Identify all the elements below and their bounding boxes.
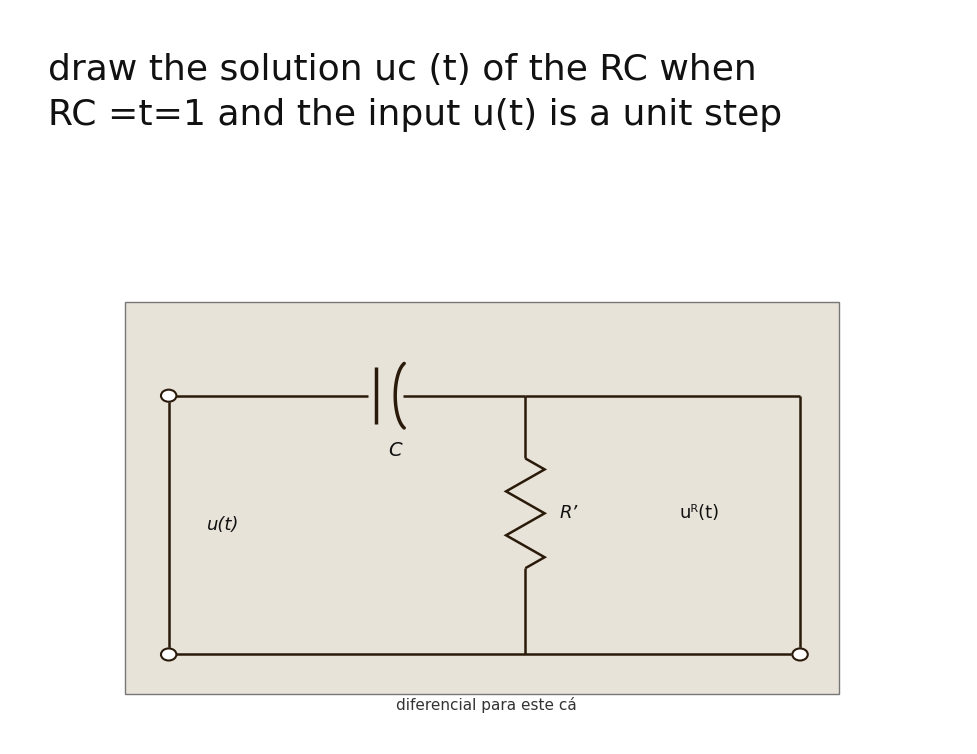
- Text: u(t): u(t): [207, 516, 239, 534]
- Text: uᴿ(t): uᴿ(t): [679, 504, 719, 523]
- Circle shape: [161, 648, 176, 661]
- Circle shape: [791, 648, 807, 661]
- Text: diferencial para este cá: diferencial para este cá: [396, 697, 576, 713]
- Text: C: C: [388, 441, 402, 460]
- Text: R’: R’: [559, 504, 576, 523]
- Text: draw the solution uc (t) of the RC when
RC =t=1 and the input u(t) is a unit ste: draw the solution uc (t) of the RC when …: [48, 53, 782, 132]
- Circle shape: [161, 390, 176, 402]
